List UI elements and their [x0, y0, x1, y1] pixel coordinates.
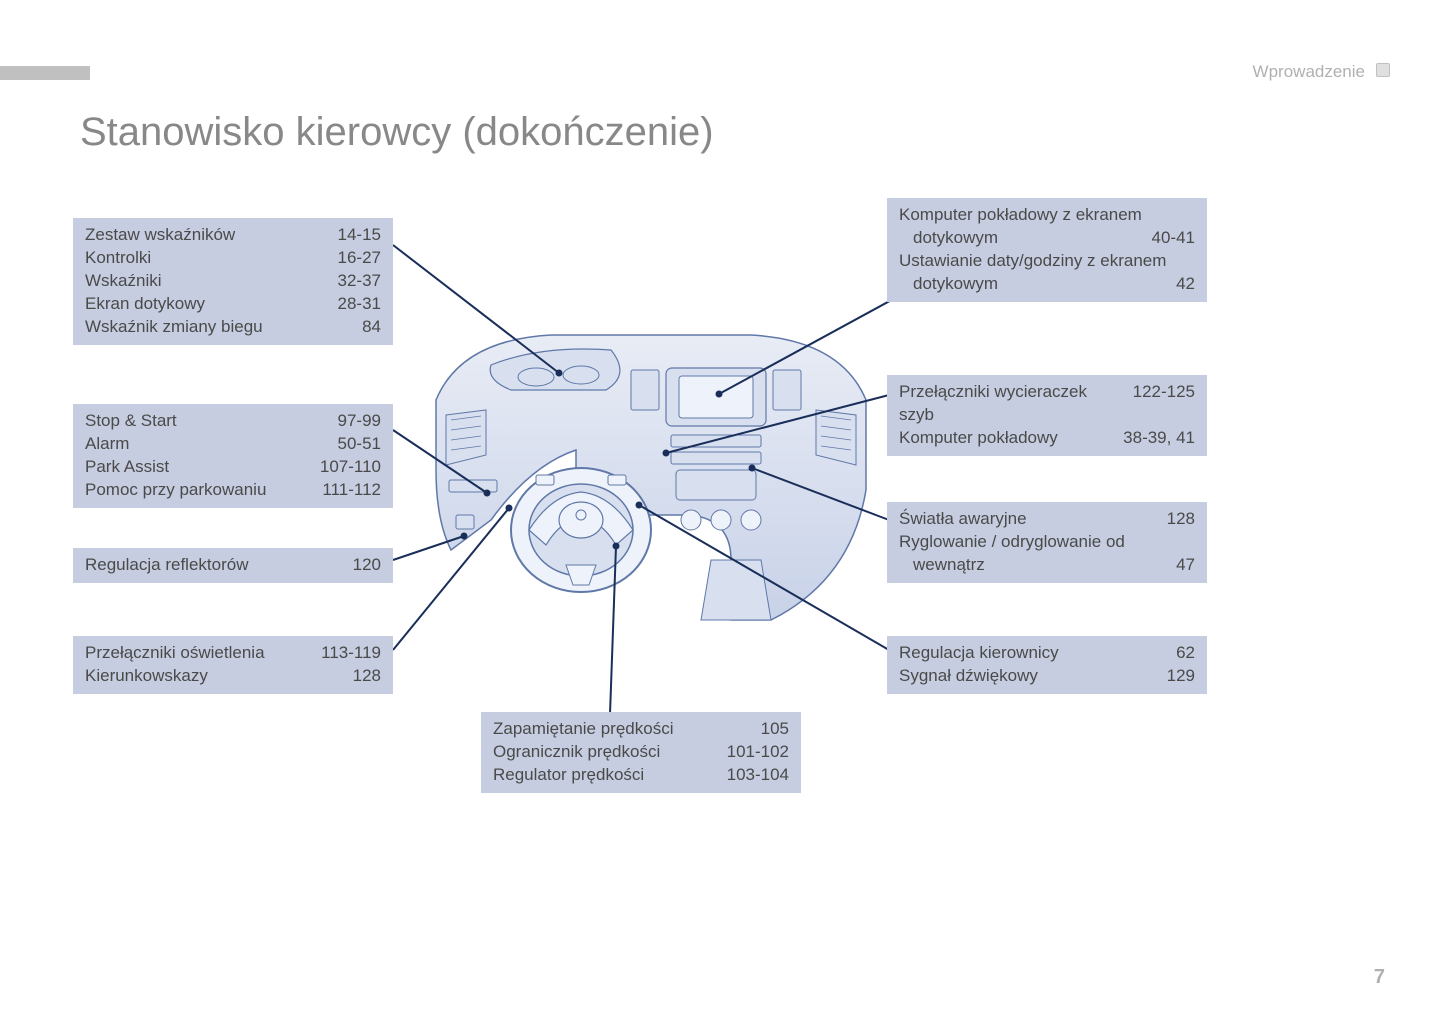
callout-row: Kierunkowskazy 128: [85, 665, 381, 688]
callout-label: Wskaźniki: [85, 270, 318, 293]
callout-row: Park Assist 107-110: [85, 456, 381, 479]
callout-right4: Regulacja kierownicy 62 Sygnał dźwiękowy 12…: [887, 636, 1207, 694]
callout-label: Regulacja reflektorów: [85, 554, 333, 577]
callout-label: dotykowym: [899, 227, 1132, 250]
callout-page-ref: 42: [1176, 273, 1195, 296]
callout-page-ref: 129: [1167, 665, 1195, 688]
callout-left2: Stop & Start 97-99 Alarm 50-51 Park Assist 10…: [73, 404, 393, 508]
header-accent-bar: [0, 66, 90, 80]
callout-page-ref: 122-125: [1133, 381, 1195, 427]
callout-row: Regulator prędkości 103-104: [493, 764, 789, 787]
callout-row: Światła awaryjne 128: [899, 508, 1195, 531]
callout-label: Alarm: [85, 433, 318, 456]
callout-left1: Zestaw wskaźników14-15Kontrolki16-27Wska…: [73, 218, 393, 345]
callout-page-ref: 32-37: [338, 270, 381, 293]
callout-page-ref: 40-41: [1152, 227, 1195, 250]
callout-left3: Regulacja reflektorów 120: [73, 548, 393, 583]
callout-page-ref: 28-31: [338, 293, 381, 316]
callout-right3: Światła awaryjne 128Ryglowanie / odryglow…: [887, 502, 1207, 583]
page-number: 7: [1374, 966, 1385, 989]
callout-label: Sygnał dźwiękowy: [899, 665, 1147, 688]
callout-label: wewnątrz: [899, 554, 1156, 577]
callout-label: dotykowym: [899, 273, 1156, 296]
callout-label: Regulacja kierownicy: [899, 642, 1156, 665]
callout-page-ref: 128: [1167, 508, 1195, 531]
callout-label: Przełączniki wycieraczek szyb: [899, 381, 1113, 427]
callout-row: Wskaźniki 32-37: [85, 270, 381, 293]
callout-page-ref: 14-15: [338, 224, 381, 247]
corner-box-icon: [1376, 63, 1390, 77]
callout-label: Zapamiętanie prędkości: [493, 718, 741, 741]
callout-label: Przełączniki oświetlenia: [85, 642, 301, 665]
callout-label: Park Assist: [85, 456, 300, 479]
callout-label: Ryglowanie / odryglowanie od: [899, 531, 1175, 554]
callout-page-ref: 62: [1176, 642, 1195, 665]
callout-right2: Przełączniki wycieraczek szyb122-125Komp…: [887, 375, 1207, 456]
callout-page-ref: 111-112: [322, 479, 381, 502]
callout-row: wewnątrz 47: [899, 554, 1195, 577]
callout-label: Wskaźnik zmiany biegu: [85, 316, 342, 339]
callout-page-ref: 107-110: [320, 456, 381, 479]
callout-row: Ogranicznik prędkości 101-102: [493, 741, 789, 764]
callout-right1: Komputer pokładowy z ekranemdotykowym40-…: [887, 198, 1207, 302]
callout-page-ref: 84: [362, 316, 381, 339]
callout-row: Ekran dotykowy 28-31: [85, 293, 381, 316]
callout-page-ref: 38-39, 41: [1123, 427, 1195, 450]
callout-label: Regulator prędkości: [493, 764, 707, 787]
callout-page-ref: 97-99: [338, 410, 381, 433]
callout-label: Stop & Start: [85, 410, 318, 433]
callout-label: Ustawianie daty/godziny z ekranem: [899, 250, 1175, 273]
callout-label: Kierunkowskazy: [85, 665, 333, 688]
callout-row: Komputer pokładowy 38-39, 41: [899, 427, 1195, 450]
callout-row: dotykowym 40-41: [899, 227, 1195, 250]
page-title: Stanowisko kierowcy (dokończenie): [80, 110, 714, 155]
callout-label: Ogranicznik prędkości: [493, 741, 707, 764]
callout-bottom: Zapamiętanie prędkości105Ogranicznik prę…: [481, 712, 801, 793]
callout-page-ref: 16-27: [338, 247, 381, 270]
callout-row: Stop & Start 97-99: [85, 410, 381, 433]
section-label: Wprowadzenie: [1253, 62, 1365, 82]
callout-label: Światła awaryjne: [899, 508, 1147, 531]
callout-row: dotykowym 42: [899, 273, 1195, 296]
callout-row: Zestaw wskaźników 14-15: [85, 224, 381, 247]
callout-page-ref: 50-51: [338, 433, 381, 456]
callout-row: Alarm 50-51: [85, 433, 381, 456]
callout-row: Sygnał dźwiękowy 129: [899, 665, 1195, 688]
callout-page-ref: 113-119: [321, 642, 381, 665]
callout-row: Regulacja kierownicy 62: [899, 642, 1195, 665]
callout-row: Ryglowanie / odryglowanie od: [899, 531, 1195, 554]
callout-page-ref: 101-102: [727, 741, 789, 764]
callout-row: Zapamiętanie prędkości 105: [493, 718, 789, 741]
callout-row: Komputer pokładowy z ekranem: [899, 204, 1195, 227]
callout-row: Przełączniki wycieraczek szyb 122-125: [899, 381, 1195, 427]
callout-page-ref: 103-104: [727, 764, 789, 787]
callout-page-ref: 47: [1176, 554, 1195, 577]
callout-row: Regulacja reflektorów 120: [85, 554, 381, 577]
callout-label: Zestaw wskaźników: [85, 224, 318, 247]
callout-row: Przełączniki oświetlenia 113-119: [85, 642, 381, 665]
callout-left4: Przełączniki oświetlenia 113-119Kierunkow…: [73, 636, 393, 694]
callout-label: Komputer pokładowy: [899, 427, 1103, 450]
callout-label: Komputer pokładowy z ekranem: [899, 204, 1175, 227]
dashboard-illustration: [431, 320, 871, 640]
callout-row: Kontrolki 16-27: [85, 247, 381, 270]
callout-row: Wskaźnik zmiany biegu 84: [85, 316, 381, 339]
callout-label: Ekran dotykowy: [85, 293, 318, 316]
callout-page-ref: 105: [761, 718, 789, 741]
callout-page-ref: 128: [353, 665, 381, 688]
callout-label: Pomoc przy parkowaniu: [85, 479, 302, 502]
callout-row: Pomoc przy parkowaniu 111-112: [85, 479, 381, 502]
callout-label: Kontrolki: [85, 247, 318, 270]
callout-row: Ustawianie daty/godziny z ekranem: [899, 250, 1195, 273]
callout-page-ref: 120: [353, 554, 381, 577]
